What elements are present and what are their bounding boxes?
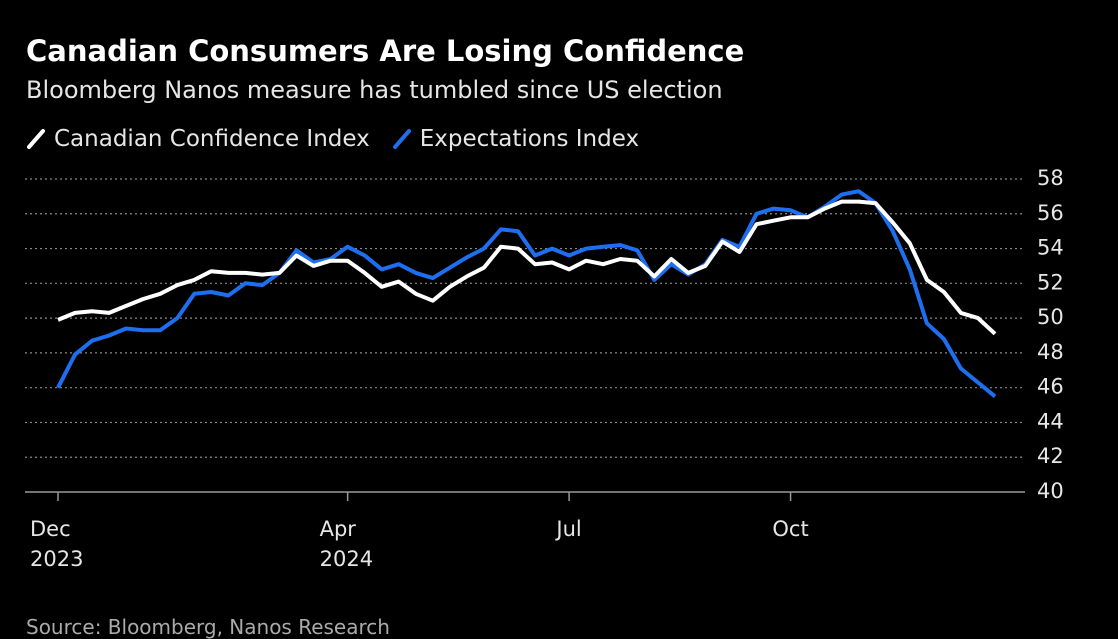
y-tick-label: 50 bbox=[1037, 305, 1064, 329]
legend-item: Expectations Index bbox=[392, 126, 639, 152]
x-tick-label: Jul bbox=[556, 517, 582, 541]
y-tick-label: 48 bbox=[1037, 340, 1064, 364]
legend-item: Canadian Confidence Index bbox=[26, 126, 370, 152]
legend-swatch bbox=[27, 129, 45, 149]
series-line bbox=[57, 199, 997, 336]
y-tick-label: 42 bbox=[1037, 444, 1064, 468]
y-tick-label: 58 bbox=[1037, 166, 1064, 190]
chart-title: Canadian Consumers Are Losing Confidence bbox=[26, 34, 745, 68]
series-line bbox=[56, 189, 997, 398]
y-tick-label: 54 bbox=[1037, 236, 1064, 260]
x-tick-label: Oct bbox=[772, 517, 809, 541]
x-tick-label: Apr 2024 bbox=[319, 517, 374, 571]
legend-label: Canadian Confidence Index bbox=[54, 126, 370, 152]
x-tick-label: Dec 2023 bbox=[30, 517, 84, 571]
legend-label: Expectations Index bbox=[419, 126, 640, 152]
y-tick-label: 46 bbox=[1037, 375, 1064, 399]
y-tick-label: 40 bbox=[1037, 479, 1064, 503]
chart-subtitle: Bloomberg Nanos measure has tumbled sinc… bbox=[26, 76, 723, 104]
y-tick-label: 44 bbox=[1037, 409, 1064, 433]
y-tick-label: 52 bbox=[1037, 270, 1064, 294]
legend-swatch bbox=[392, 129, 411, 149]
legend: Canadian Confidence Index Expectations In… bbox=[26, 126, 639, 152]
source-note: Source: Bloomberg, Nanos Research bbox=[26, 615, 390, 639]
y-tick-label: 56 bbox=[1037, 201, 1064, 225]
